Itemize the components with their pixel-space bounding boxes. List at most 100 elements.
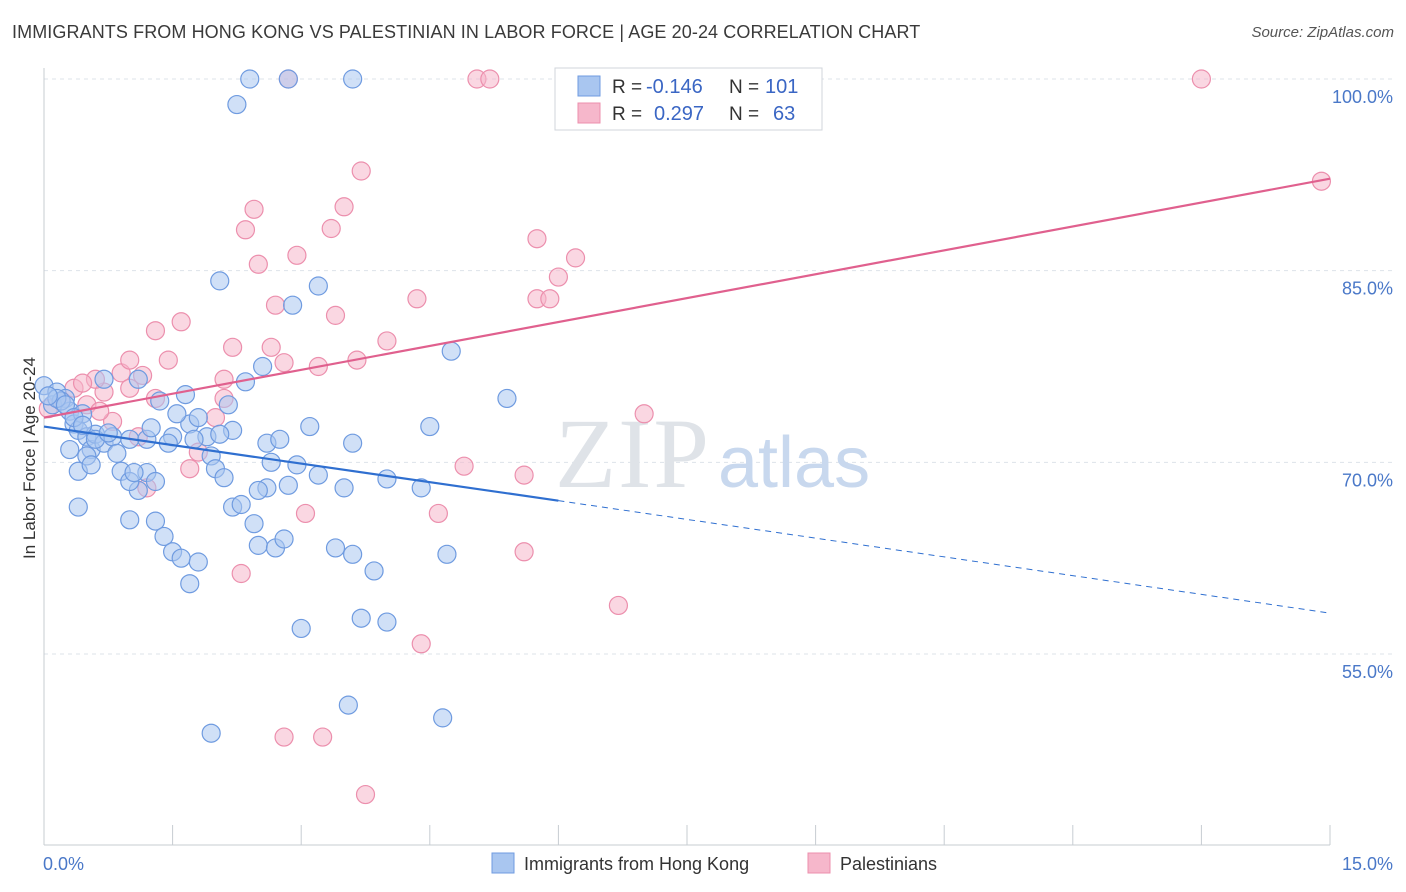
hong-kong-point — [497, 388, 517, 409]
hong-kong-point — [351, 608, 371, 628]
palestinians-point — [514, 542, 534, 562]
hong-kong-point — [248, 535, 268, 555]
watermark-atlas: atlas — [718, 423, 870, 503]
palestinians-point — [145, 321, 166, 341]
hong-kong-trend-extension — [558, 500, 1331, 614]
palestinians-point — [180, 459, 200, 479]
hong-kong-point — [184, 429, 204, 449]
bottom-legend-swatch-blue — [491, 852, 515, 874]
palestinians-point — [634, 404, 654, 424]
palestinians-point — [514, 465, 534, 485]
y-tick-label: 85.0% — [1342, 279, 1393, 299]
palestinians-point — [377, 331, 397, 351]
hong-kong-point — [248, 480, 268, 501]
legend-swatch-pink — [577, 102, 601, 124]
bottom-legend-swatch-pink — [807, 852, 831, 874]
hong-kong-point — [72, 415, 93, 435]
axes — [43, 68, 1331, 846]
palestinians-point — [120, 350, 140, 370]
palestinians-point — [351, 161, 371, 181]
palestinians-point — [334, 197, 354, 217]
hong-kong-point — [218, 395, 238, 415]
palestinians-point — [321, 218, 341, 239]
hong-kong-point — [364, 561, 384, 581]
palestinians-point — [540, 289, 560, 309]
legend-n-label-blue: N = — [729, 77, 759, 98]
hong-kong-point — [244, 514, 264, 534]
watermark-zip: ZIP — [555, 398, 711, 509]
x-tick-labels: 0.0% 15.0% — [43, 854, 1393, 874]
palestinians-point — [171, 312, 191, 332]
hong-kong-point — [291, 618, 311, 639]
y-tick-label: 70.0% — [1342, 470, 1393, 490]
hong-kong-point — [240, 69, 260, 89]
hong-kong-point — [68, 497, 88, 517]
legend-n-label-pink: N = — [729, 104, 759, 125]
hong-kong-point — [107, 443, 127, 463]
trend-lines — [43, 177, 1331, 614]
hong-kong-point — [274, 529, 294, 549]
hong-kong-point — [253, 356, 273, 377]
hong-kong-point — [325, 538, 346, 558]
hong-kong-point — [120, 510, 140, 530]
hong-kong-point — [343, 544, 363, 564]
palestinians-point — [313, 727, 333, 747]
hong-kong-point — [377, 469, 397, 489]
hong-kong-point — [270, 429, 290, 449]
hong-kong-point — [81, 455, 101, 475]
hong-kong-point — [283, 295, 303, 315]
x-tick-max: 15.0% — [1342, 854, 1393, 874]
hong-kong-point — [433, 708, 453, 728]
bottom-legend-label-blue: Immigrants from Hong Kong — [524, 854, 749, 874]
hong-kong-point — [343, 433, 363, 453]
palestinians-point — [295, 503, 316, 524]
x-tick-min: 0.0% — [43, 854, 84, 874]
y-tick-label: 55.0% — [1342, 662, 1393, 682]
palestinians-point — [355, 784, 376, 805]
palestinians-point — [248, 254, 268, 274]
palestinians-point — [274, 727, 294, 747]
hong-kong-point — [38, 386, 58, 406]
palestinians-point — [261, 337, 281, 357]
palestinians-point — [265, 295, 286, 315]
hong-kong-point — [188, 408, 208, 428]
palestinians-point — [231, 563, 251, 584]
palestinians-point — [244, 199, 264, 219]
hong-kong-point — [441, 341, 461, 361]
bottom-legend-label-pink: Palestinians — [840, 854, 937, 874]
hong-kong-point — [334, 478, 354, 498]
hong-kong-point — [180, 574, 200, 594]
palestinians-point — [454, 456, 474, 476]
stats-legend: R = -0.146 N = 101 R = 0.297 N = 63 — [554, 67, 823, 131]
hong-kong-point — [214, 468, 234, 488]
series-legend: Immigrants from Hong Kong Palestinians — [491, 852, 937, 874]
hong-kong-point — [175, 385, 196, 405]
palestinians-point — [608, 595, 629, 616]
hong-kong-point — [141, 418, 161, 438]
hong-kong-point — [231, 494, 251, 515]
palestinians-point — [223, 337, 243, 357]
palestinians-point — [158, 350, 178, 370]
palestinians-point — [72, 373, 93, 393]
hong-kong-point — [167, 404, 187, 424]
palestinians-point — [428, 503, 448, 524]
hong-kong-point — [343, 69, 363, 89]
legend-n-value-pink: 63 — [773, 103, 795, 125]
hong-kong-point — [437, 544, 457, 564]
palestinians-point — [527, 229, 547, 249]
hong-kong-point — [171, 548, 191, 568]
hong-kong-point — [210, 271, 230, 291]
hong-kong-point — [210, 424, 230, 444]
hong-kong-point — [308, 276, 328, 296]
palestinians-point — [325, 305, 346, 325]
legend-r-value-blue: -0.146 — [646, 76, 703, 98]
hong-kong-point — [98, 423, 118, 443]
legend-swatch-blue — [577, 75, 601, 97]
palestinians-point — [548, 267, 569, 287]
hong-kong-point — [145, 471, 166, 492]
hong-kong-point — [278, 69, 298, 89]
y-axis-label: In Labor Force | Age 20-24 — [20, 357, 39, 559]
hong-kong-trend-line — [43, 425, 559, 502]
hong-kong-point — [338, 695, 358, 715]
